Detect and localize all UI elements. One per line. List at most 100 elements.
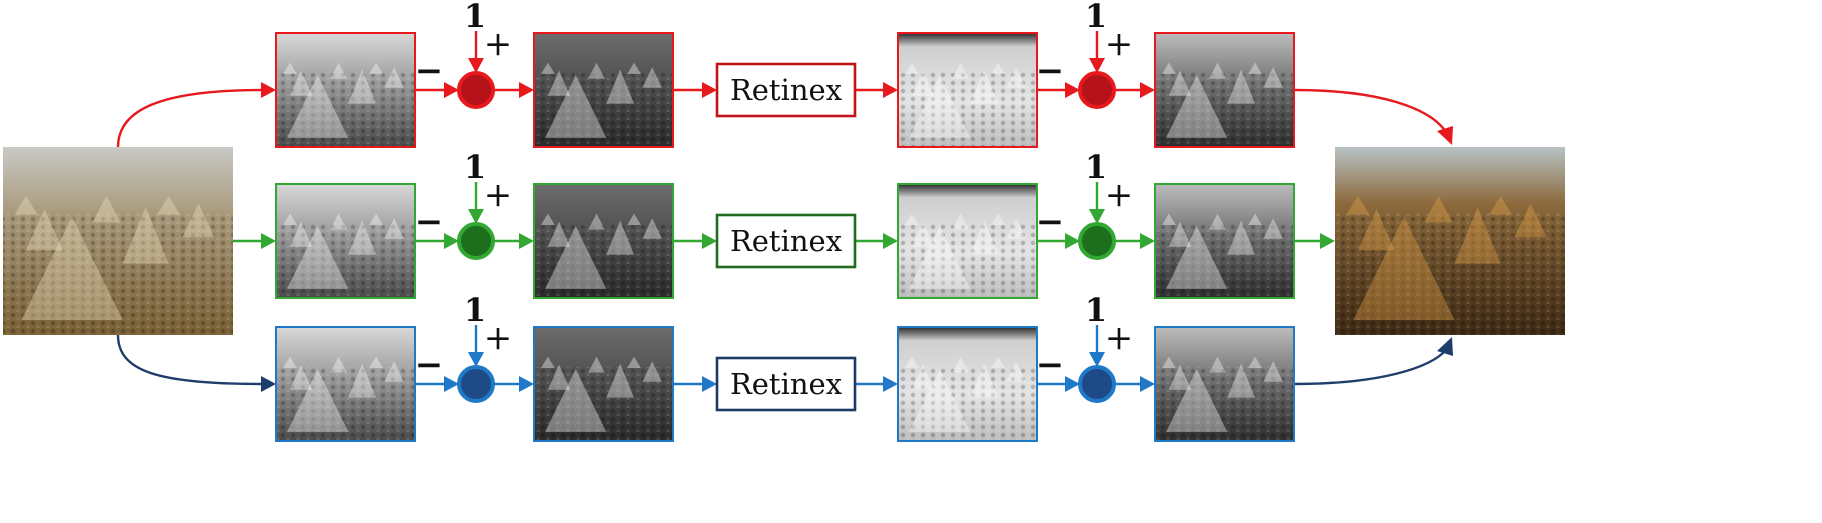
green-row-inverted-image-haystack-6 xyxy=(540,213,555,226)
green-row-retinex-box xyxy=(715,213,857,269)
red-row-arrow-from-retinex-head xyxy=(883,82,898,98)
red-row-retinex-output-image-haystack-4 xyxy=(952,62,969,79)
green-row-inverted-image-frame xyxy=(533,183,674,299)
green-row-constant-arrow-1-head xyxy=(468,209,484,224)
input-photo-haystack-2 xyxy=(26,209,63,251)
blue-row-result-image-haystack-4 xyxy=(1209,356,1226,373)
output-photo xyxy=(1335,147,1565,335)
green-row-inverted-image-haystack-3 xyxy=(642,218,662,239)
red-row-arrow-to-result-head xyxy=(1140,82,1155,98)
green-row-result-image-haystack-6 xyxy=(1161,213,1176,226)
green-row-arrow-to-retinex-head xyxy=(702,233,717,249)
red-row-channel-image-haystack-5 xyxy=(369,62,384,75)
blue-row-result-image-texture xyxy=(1155,366,1294,441)
blue-row-result-image-haystack-2 xyxy=(1168,364,1192,390)
green-row-inverted-image-haystack-1 xyxy=(606,220,635,255)
red-to-output-curve xyxy=(1293,88,1447,133)
green-row-result-image-haystack-5 xyxy=(1248,213,1263,226)
green-row-retinex-output-image-haystack-3 xyxy=(1006,218,1026,239)
green-row-result-image-frame xyxy=(1154,183,1295,299)
blue-row-result-image-haystack-1 xyxy=(1227,363,1256,398)
green-row-result-image-haystack-1 xyxy=(1227,220,1256,255)
red-row-channel-image-haystack-2 xyxy=(289,70,313,96)
blue-row-retinex-output-image-haystack-1 xyxy=(970,363,999,398)
output-photo-haystack-6 xyxy=(1346,195,1370,215)
red-row-channel-image-frame xyxy=(275,32,416,148)
green-row-channel-image-texture xyxy=(276,223,415,298)
green-row-inverted-image-haystack-4 xyxy=(588,213,605,230)
green-row-result-image xyxy=(1154,183,1295,299)
blue-row-constant-arrow-1-head xyxy=(468,352,484,367)
output-photo-haystack-2 xyxy=(1358,209,1395,251)
red-to-output-head xyxy=(1437,126,1453,145)
red-row-channel-image-texture xyxy=(276,72,415,147)
green-row-sum-node-2 xyxy=(1078,222,1116,260)
red-row-inverted-image-haystack-2 xyxy=(547,70,571,96)
blue-row-arrow-from-retinex-head xyxy=(883,376,898,392)
green-row-retinex-output-image xyxy=(897,183,1038,299)
blue-row-channel-image-frame xyxy=(275,326,416,442)
green-row-plus-1: + xyxy=(484,175,513,215)
green-row-result-image-haystack-3 xyxy=(1263,218,1283,239)
green-row-channel-image-frame xyxy=(275,183,416,299)
input-photo-haystack-5 xyxy=(157,195,181,215)
red-row-retinex-output-image-haystack-2 xyxy=(911,70,935,96)
blue-row-channel-image-haystack-3 xyxy=(384,361,404,382)
input-photo-haystack-6 xyxy=(14,195,38,215)
blue-row-minus-1: − xyxy=(415,345,444,385)
blue-row-channel-image-haystack-5 xyxy=(369,356,384,369)
red-row-inverted-image-haystack-4 xyxy=(588,62,605,79)
red-row-channel-image-haystack-3 xyxy=(384,67,404,88)
red-row-constant-arrow-2-head xyxy=(1089,58,1105,73)
blue-row-channel-image-haystack-4 xyxy=(330,356,347,373)
green-row-minus-1: − xyxy=(415,202,444,242)
green-row-channel-image-haystack-1 xyxy=(348,220,377,255)
red-row-result-image-texture xyxy=(1155,72,1294,147)
green-row-channel-image-haystack-0 xyxy=(287,226,349,289)
red-row-retinex-output-image-haystack-1 xyxy=(970,69,999,104)
blue-row-inverted-image-haystack-6 xyxy=(540,356,555,369)
green-row-sum-node-1 xyxy=(457,222,495,260)
red-row-sum-node-1 xyxy=(457,71,495,109)
blue-row-result-image-haystack-0 xyxy=(1166,369,1228,432)
green-row-constant-2: 1 xyxy=(1085,148,1107,186)
blue-row-inverted-image-frame xyxy=(533,326,674,442)
red-row-retinex-label: Retinex xyxy=(730,73,842,107)
green-row-minus-2: − xyxy=(1036,202,1065,242)
blue-row-channel-image-haystack-0 xyxy=(287,369,349,432)
green-row-retinex-output-image-haystack-1 xyxy=(970,220,999,255)
output-photo-haystack-3 xyxy=(1514,203,1547,238)
input-photo-texture xyxy=(3,212,233,335)
red-row-arrow-to-sum2-head xyxy=(1065,82,1080,98)
green-row-retinex-output-image-haystack-6 xyxy=(904,213,919,226)
blue-row-retinex-output-image-haystack-6 xyxy=(904,356,919,369)
blue-row-retinex-output-image-texture xyxy=(898,366,1037,441)
green-row-channel-image-haystack-2 xyxy=(289,221,313,247)
output-photo-haystack-4 xyxy=(1424,195,1453,223)
red-row-arrow-to-retinex-head xyxy=(702,82,717,98)
blue-row-inverted-image-haystack-4 xyxy=(588,356,605,373)
red-row-retinex-output-image xyxy=(897,32,1038,148)
blue-row-result-image-haystack-3 xyxy=(1263,361,1283,382)
blue-row-channel-image-haystack-6 xyxy=(282,356,297,369)
green-row-inverted-image-haystack-0 xyxy=(545,226,607,289)
blue-row-arrow-to-sum1-head xyxy=(444,376,459,392)
red-row-inverted-image-texture xyxy=(534,72,673,147)
blue-row-inverted-image-haystack-5 xyxy=(627,356,642,369)
blue-row-result-image-haystack-5 xyxy=(1248,356,1263,369)
blue-row-inverted-image-haystack-1 xyxy=(606,363,635,398)
output-photo-haystack-5 xyxy=(1489,195,1513,215)
red-row-constant-1: 1 xyxy=(464,0,486,35)
red-row-retinex-box xyxy=(715,62,857,118)
blue-row-retinex-output-image-haystack-4 xyxy=(952,356,969,373)
blue-row-retinex-output-image-haystack-5 xyxy=(991,356,1006,369)
green-row-retinex-label: Retinex xyxy=(730,224,842,258)
red-row-channel-image-haystack-0 xyxy=(287,75,349,138)
green-row-result-image-haystack-0 xyxy=(1166,226,1228,289)
red-row-inverted-image-haystack-3 xyxy=(642,67,662,88)
red-row-inverted-image-haystack-6 xyxy=(540,62,555,75)
red-row-retinex-output-image-haystack-0 xyxy=(909,75,971,138)
green-row-arrow-to-sum1-head xyxy=(444,233,459,249)
green-row-arrow-to-result-head xyxy=(1140,233,1155,249)
blue-row-retinex-output-image-frame xyxy=(897,326,1038,442)
